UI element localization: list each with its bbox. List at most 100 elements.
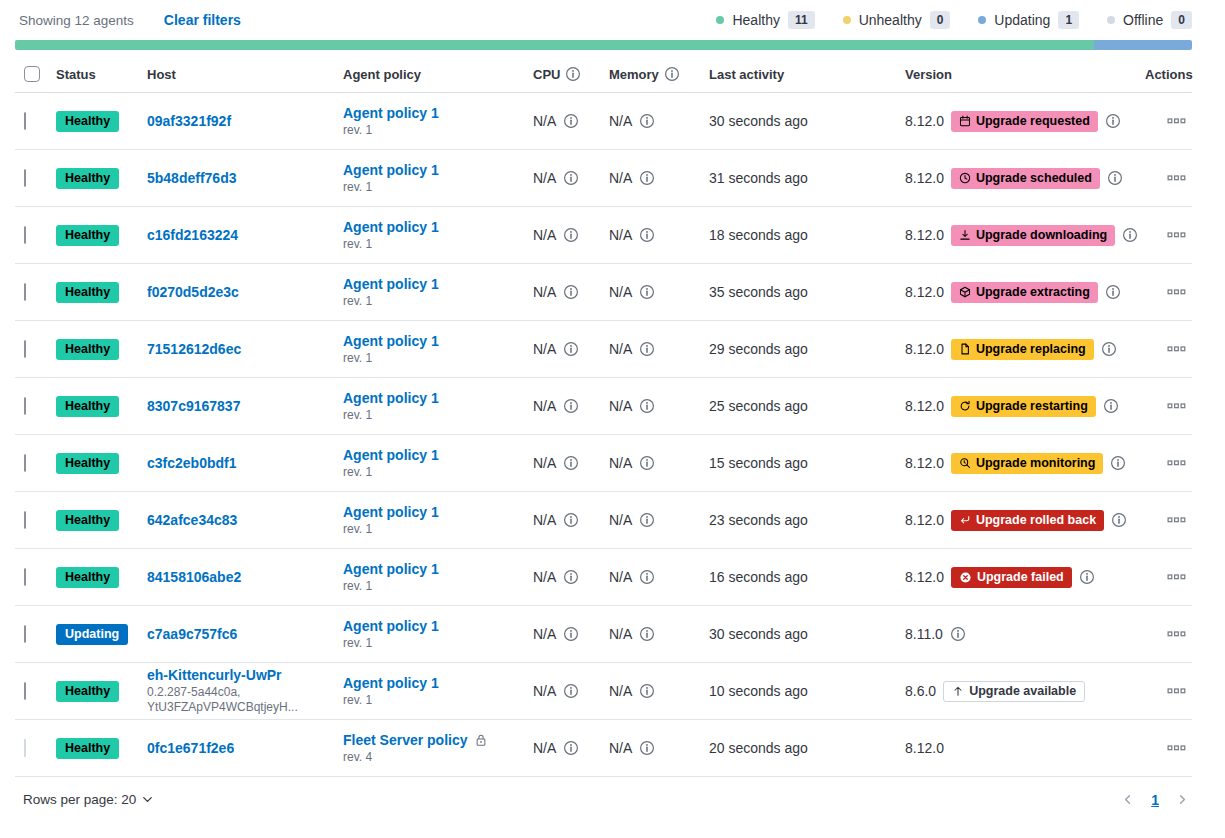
cpu-value: N/A	[533, 113, 556, 129]
policy-revision: rev. 1	[343, 351, 525, 367]
package-icon	[959, 286, 971, 298]
previous-page-button[interactable]	[1118, 790, 1137, 809]
agent-policy-link[interactable]: Fleet Server policy	[343, 732, 468, 748]
document-icon	[959, 343, 971, 355]
agent-policy-link[interactable]: Agent policy 1	[343, 561, 439, 577]
upgrade-status-badge: Upgrade replacing	[951, 339, 1094, 360]
row-actions-button[interactable]	[1163, 339, 1190, 359]
row-actions-button[interactable]	[1163, 396, 1190, 416]
agent-policy-link[interactable]: Agent policy 1	[343, 504, 439, 520]
agent-row: Healthy 71512612d6ec Agent policy 1 rev.…	[15, 321, 1192, 378]
agent-checkbox[interactable]	[24, 397, 26, 415]
row-actions-button[interactable]	[1163, 738, 1190, 758]
agent-checkbox[interactable]	[24, 625, 26, 643]
host-link[interactable]: eh-Kittencurly-UwPr	[147, 667, 282, 683]
info-icon	[565, 66, 581, 82]
cpu-value: N/A	[533, 170, 556, 186]
boxes-icon	[1167, 628, 1186, 640]
legend-item-unhealthy: Unhealthy 0	[843, 11, 951, 29]
unhealthy-dot-icon	[843, 16, 851, 24]
updating-dot-icon	[978, 16, 986, 24]
column-header-last-activity[interactable]: Last activity	[709, 67, 905, 82]
host-link[interactable]: 84158106abe2	[147, 569, 241, 585]
host-link[interactable]: 5b48deff76d3	[147, 170, 236, 186]
memory-value: N/A	[609, 455, 632, 471]
agent-checkbox[interactable]	[24, 682, 26, 700]
host-link[interactable]: 642afce34c83	[147, 512, 237, 528]
health-bar-segment	[1094, 40, 1192, 50]
cross-icon	[959, 571, 972, 584]
info-icon	[563, 113, 579, 129]
agent-checkbox[interactable]	[24, 568, 26, 586]
host-link[interactable]: 09af3321f92f	[147, 113, 231, 129]
boxes-icon	[1167, 400, 1186, 412]
agent-row: Healthy f0270d5d2e3c Agent policy 1 rev.…	[15, 264, 1192, 321]
row-actions-button[interactable]	[1163, 225, 1190, 245]
version-text: 8.12.0	[905, 398, 944, 414]
agent-row: Healthy c3fc2eb0bdf1 Agent policy 1 rev.…	[15, 435, 1192, 492]
clear-filters-link[interactable]: Clear filters	[164, 12, 241, 28]
row-actions-button[interactable]	[1163, 453, 1190, 473]
lock-icon	[474, 733, 488, 747]
row-actions-button[interactable]	[1163, 681, 1190, 701]
host-link[interactable]: f0270d5d2e3c	[147, 284, 239, 300]
memory-value: N/A	[609, 170, 632, 186]
cpu-value: N/A	[533, 512, 556, 528]
agent-checkbox[interactable]	[24, 454, 26, 472]
last-activity: 18 seconds ago	[709, 227, 905, 243]
agent-policy-link[interactable]: Agent policy 1	[343, 390, 439, 406]
status-badge: Updating	[56, 624, 128, 645]
page-1-button[interactable]: 1	[1151, 792, 1159, 808]
agent-policy-link[interactable]: Agent policy 1	[343, 162, 439, 178]
cpu-value: N/A	[533, 455, 556, 471]
agent-policy-link[interactable]: Agent policy 1	[343, 105, 439, 121]
memory-value: N/A	[609, 227, 632, 243]
agent-checkbox[interactable]	[24, 226, 26, 244]
agent-checkbox[interactable]	[24, 511, 26, 529]
row-actions-button[interactable]	[1163, 624, 1190, 644]
row-actions-button[interactable]	[1163, 168, 1190, 188]
host-link[interactable]: 8307c9167837	[147, 398, 240, 414]
agent-policy-link[interactable]: Agent policy 1	[343, 675, 439, 691]
agent-checkbox[interactable]	[24, 340, 26, 358]
agent-policy-link[interactable]: Agent policy 1	[343, 333, 439, 349]
row-actions-button[interactable]	[1163, 282, 1190, 302]
host-link[interactable]: c7aa9c757fc6	[147, 626, 237, 642]
agent-checkbox[interactable]	[24, 169, 26, 187]
column-header-memory[interactable]: Memory	[609, 66, 709, 82]
agent-policy-link[interactable]: Agent policy 1	[343, 276, 439, 292]
column-header-cpu[interactable]: CPU	[533, 66, 609, 82]
host-link[interactable]: c16fd2163224	[147, 227, 238, 243]
boxes-icon	[1167, 115, 1186, 127]
rows-per-page-button[interactable]: Rows per page: 20	[23, 792, 155, 807]
boxes-icon	[1167, 685, 1186, 697]
agent-checkbox[interactable]	[24, 283, 26, 301]
column-header-version[interactable]: Version	[905, 67, 1145, 82]
select-all-checkbox[interactable]	[24, 66, 40, 82]
policy-revision: rev. 1	[343, 180, 525, 196]
agent-policy-link[interactable]: Agent policy 1	[343, 618, 439, 634]
info-icon	[639, 455, 655, 471]
info-icon	[563, 455, 579, 471]
agent-policy-link[interactable]: Agent policy 1	[343, 219, 439, 235]
host-link[interactable]: c3fc2eb0bdf1	[147, 455, 236, 471]
next-page-button[interactable]	[1173, 790, 1192, 809]
row-actions-button[interactable]	[1163, 510, 1190, 530]
column-header-agent-policy[interactable]: Agent policy	[343, 67, 533, 82]
status-badge: Healthy	[56, 168, 119, 189]
agent-policy-link[interactable]: Agent policy 1	[343, 447, 439, 463]
legend-label: Updating	[994, 12, 1050, 28]
row-actions-button[interactable]	[1163, 111, 1190, 131]
memory-value: N/A	[609, 341, 632, 357]
legend-item-updating: Updating 1	[978, 11, 1079, 29]
host-link[interactable]: 0fc1e671f2e6	[147, 740, 234, 756]
info-icon	[563, 227, 579, 243]
agent-checkbox[interactable]	[24, 112, 26, 130]
row-actions-button[interactable]	[1163, 567, 1190, 587]
host-link[interactable]: 71512612d6ec	[147, 341, 241, 357]
agent-row: Healthy c16fd2163224 Agent policy 1 rev.…	[15, 207, 1192, 264]
refresh-icon	[959, 400, 971, 412]
info-icon	[639, 683, 655, 699]
column-header-status[interactable]: Status	[56, 67, 147, 82]
column-header-host[interactable]: Host	[147, 67, 343, 82]
